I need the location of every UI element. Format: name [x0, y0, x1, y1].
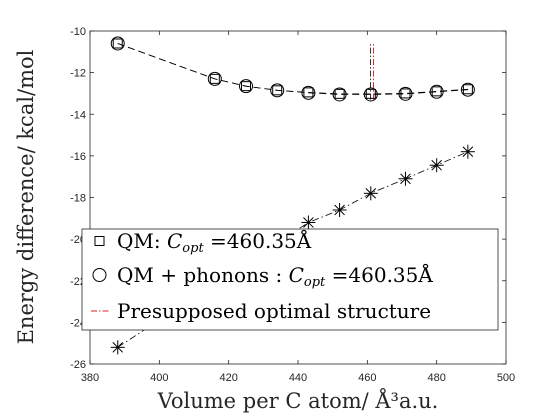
legend-label-qm: QM: Copt =460.35Å [117, 228, 312, 256]
legend-marker-circle [92, 268, 107, 282]
x-tick-label: 380 [81, 372, 99, 384]
y-tick-label: -26 [70, 359, 86, 371]
x-tick-label: 420 [219, 372, 237, 384]
data-point-circle [460, 82, 475, 97]
data-point-circle [398, 86, 413, 101]
data-point-asterisk [398, 171, 413, 186]
y-tick-label: -18 [70, 193, 86, 205]
series-layer [110, 36, 475, 355]
y-tick-label: -10 [70, 26, 86, 38]
data-point-square [400, 88, 411, 99]
data-point-circle [270, 83, 285, 98]
data-point-circle [207, 71, 222, 86]
legend-marker-square [94, 236, 105, 246]
data-point-circle [239, 79, 253, 94]
data-point-square [334, 88, 345, 99]
data-point-square [112, 38, 123, 49]
data-point-square [303, 87, 314, 98]
data-point-circle [110, 36, 125, 51]
data-point-asterisk [332, 202, 347, 217]
data-point-square [241, 81, 251, 92]
data-point-circle [429, 84, 444, 99]
y-axis-label: Energy difference/ kcal/mol [14, 49, 38, 344]
data-point-square [462, 84, 473, 95]
series-line-circle [117, 43, 468, 95]
y-tick-label: -16 [70, 151, 86, 163]
data-point-square [431, 86, 442, 97]
y-tick-label: -14 [70, 109, 86, 121]
legend-label-reference: Presupposed optimal structure [117, 299, 431, 323]
data-point-square [272, 85, 283, 96]
data-point-circle [332, 87, 347, 102]
data-point-square [209, 73, 220, 84]
x-tick-label: 500 [497, 372, 515, 384]
x-tick-label: 440 [289, 372, 307, 384]
data-point-square [365, 88, 376, 99]
x-axis-label: Volume per C atom/ Å³a.u. [157, 388, 439, 413]
data-point-asterisk [460, 144, 475, 159]
x-tick-label: 460 [358, 372, 376, 384]
legend: QM: Copt =460.35Å QM + phonons : Copt =4… [81, 228, 499, 331]
data-point-asterisk [363, 186, 378, 201]
series-line-square [117, 43, 468, 95]
data-point-asterisk [429, 158, 444, 173]
data-point-asterisk [301, 215, 316, 230]
x-tick-label: 480 [427, 372, 445, 384]
legend-box [81, 228, 499, 331]
data-point-circle [301, 85, 316, 100]
legend-label-qm-phonons: QM + phonons : Copt =460.35Å [117, 262, 433, 290]
x-tick-label: 400 [150, 372, 168, 384]
data-point-circle [363, 87, 378, 102]
data-point-asterisk [110, 340, 125, 355]
y-tick-label: -12 [70, 68, 86, 80]
